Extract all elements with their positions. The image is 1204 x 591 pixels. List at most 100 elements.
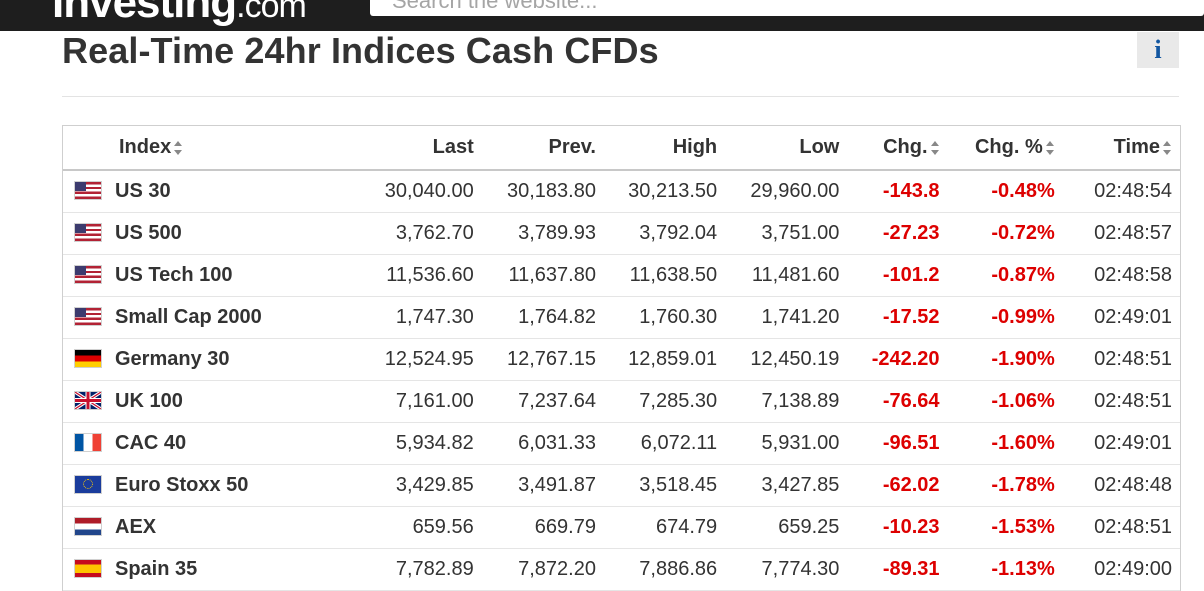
time-cell: 02:48:58 (1062, 254, 1180, 297)
chg-pct-cell: -0.72% (947, 212, 1063, 255)
index-name-link[interactable]: Germany 30 (115, 348, 230, 370)
prev-cell: 669.79 (481, 506, 604, 549)
prev-cell: 3,789.93 (481, 212, 604, 255)
prev-cell: 12,767.15 (481, 338, 604, 381)
logo-suffix-text: .com (236, 0, 307, 25)
index-name-cell[interactable]: UK 100 (63, 380, 364, 423)
index-name-cell[interactable]: CAC 40 (63, 422, 364, 465)
prev-cell: 7,872.20 (481, 548, 604, 591)
index-name-cell[interactable]: Spain 35 (63, 548, 364, 591)
us-flag-icon (75, 308, 101, 325)
index-name-link[interactable]: AEX (115, 516, 157, 538)
us-flag-icon (75, 266, 101, 283)
time-cell: 02:49:01 (1062, 422, 1180, 465)
chg-pct-cell: -0.48% (947, 170, 1063, 213)
index-name-link[interactable]: US 500 (115, 222, 182, 244)
low-cell: 7,138.89 (725, 380, 848, 423)
table-row[interactable]: US Tech 100 11,536.60 11,637.80 11,638.50 11… (63, 254, 1180, 297)
logo-main-text: Investing (52, 0, 237, 27)
chg-pct-cell: -0.87% (947, 254, 1063, 297)
column-header-time[interactable]: Time (1062, 126, 1180, 171)
index-name-link[interactable]: Spain 35 (115, 558, 198, 580)
high-cell: 1,760.30 (603, 296, 726, 339)
germany-flag-icon (75, 350, 101, 367)
last-cell: 1,747.30 (363, 296, 482, 339)
time-cell: 02:48:48 (1062, 464, 1180, 507)
low-cell: 3,751.00 (725, 212, 848, 255)
last-cell: 659.56 (363, 506, 482, 549)
high-cell: 12,859.01 (603, 338, 726, 381)
chg-cell: -101.2 (847, 254, 948, 297)
chg-cell: -76.64 (847, 380, 948, 423)
chg-cell: -96.51 (847, 422, 948, 465)
index-name-cell[interactable]: US 500 (63, 212, 364, 255)
chg-pct-cell: -1.53% (947, 506, 1063, 549)
index-name-link[interactable]: US 30 (115, 180, 171, 202)
search-input[interactable] (370, 0, 1204, 16)
index-name-cell[interactable]: Germany 30 (63, 338, 364, 381)
last-cell: 3,429.85 (363, 464, 482, 507)
column-header-prev: Prev. (481, 126, 604, 171)
low-cell: 5,931.00 (725, 422, 848, 465)
index-name-cell[interactable]: US 30 (63, 170, 364, 213)
france-flag-icon (75, 434, 101, 451)
chg-pct-cell: -1.78% (947, 464, 1063, 507)
last-cell: 7,782.89 (363, 548, 482, 591)
chg-pct-cell: -0.99% (947, 296, 1063, 339)
time-cell: 02:48:51 (1062, 338, 1180, 381)
index-name-link[interactable]: Small Cap 2000 (115, 306, 262, 328)
table-row[interactable]: Euro Stoxx 50 3,429.85 3,491.87 3,518.45 3,4… (63, 464, 1180, 507)
chg-pct-cell: -1.60% (947, 422, 1063, 465)
chg-pct-cell: -1.06% (947, 380, 1063, 423)
table-row[interactable]: Spain 35 7,782.89 7,872.20 7,886.86 7,774.30… (63, 548, 1180, 591)
table-header-row: Index Last Prev. High Low Chg. Chg. % Ti… (63, 126, 1180, 171)
chg-cell: -10.23 (847, 506, 948, 549)
chg-cell: -89.31 (847, 548, 948, 591)
spain-flag-icon (75, 560, 101, 577)
chg-cell: -242.20 (847, 338, 948, 381)
table-row[interactable]: Germany 30 12,524.95 12,767.15 12,859.01 12,… (63, 338, 1180, 381)
eu-flag-icon (75, 476, 101, 493)
prev-cell: 6,031.33 (481, 422, 604, 465)
table-row[interactable]: US 500 3,762.70 3,789.93 3,792.04 3,751.00 -2… (63, 212, 1180, 255)
chg-pct-cell: -1.90% (947, 338, 1063, 381)
index-name-cell[interactable]: Small Cap 2000 (63, 296, 364, 339)
column-header-chg-pct[interactable]: Chg. % (947, 126, 1063, 171)
column-header-chg[interactable]: Chg. (847, 126, 948, 171)
column-header-high: High (603, 126, 726, 171)
table-row[interactable]: US 30 30,040.00 30,183.80 30,213.50 29,960.0… (63, 170, 1180, 213)
investing-logo[interactable]: Investing.com (52, 0, 307, 28)
low-cell: 11,481.60 (725, 254, 848, 297)
index-name-link[interactable]: US Tech 100 (115, 264, 233, 286)
index-name-link[interactable]: UK 100 (115, 390, 183, 412)
index-name-link[interactable]: CAC 40 (115, 432, 187, 454)
time-cell: 02:48:51 (1062, 380, 1180, 423)
high-cell: 3,792.04 (603, 212, 726, 255)
index-name-cell[interactable]: US Tech 100 (63, 254, 364, 297)
last-cell: 3,762.70 (363, 212, 482, 255)
sort-icon (174, 140, 183, 155)
column-header-index[interactable]: Index (63, 126, 364, 171)
column-header-label: Chg. % (974, 136, 1043, 158)
sort-icon (930, 140, 940, 155)
uk-flag-icon (75, 392, 101, 409)
prev-cell: 1,764.82 (481, 296, 604, 339)
column-header-label: Time (1113, 136, 1160, 158)
table-row[interactable]: CAC 40 5,934.82 6,031.33 6,072.11 5,931.00 -9… (63, 422, 1180, 465)
index-name-cell[interactable]: Euro Stoxx 50 (63, 464, 364, 507)
table-row[interactable]: Small Cap 2000 1,747.30 1,764.82 1,760.30 1,… (63, 296, 1180, 339)
sort-icon (1045, 140, 1055, 155)
time-cell: 02:49:01 (1062, 296, 1180, 339)
low-cell: 29,960.00 (725, 170, 848, 213)
us-flag-icon (75, 224, 101, 241)
index-name-link[interactable]: Euro Stoxx 50 (115, 474, 249, 496)
info-icon[interactable]: i (1137, 32, 1179, 68)
top-navigation-bar: Investing.com (0, 0, 1204, 31)
chg-cell: -27.23 (847, 212, 948, 255)
chg-cell: -143.8 (847, 170, 948, 213)
column-header-last: Last (363, 126, 482, 171)
table-row[interactable]: AEX 659.56 669.79 674.79 659.25 -10.23 -1.53% 0… (63, 506, 1180, 549)
table-row[interactable]: UK 100 7,161.00 7,237.64 7,285.30 7,138.89 -7… (63, 380, 1180, 423)
index-name-cell[interactable]: AEX (63, 506, 364, 549)
sort-icon (1163, 140, 1172, 155)
